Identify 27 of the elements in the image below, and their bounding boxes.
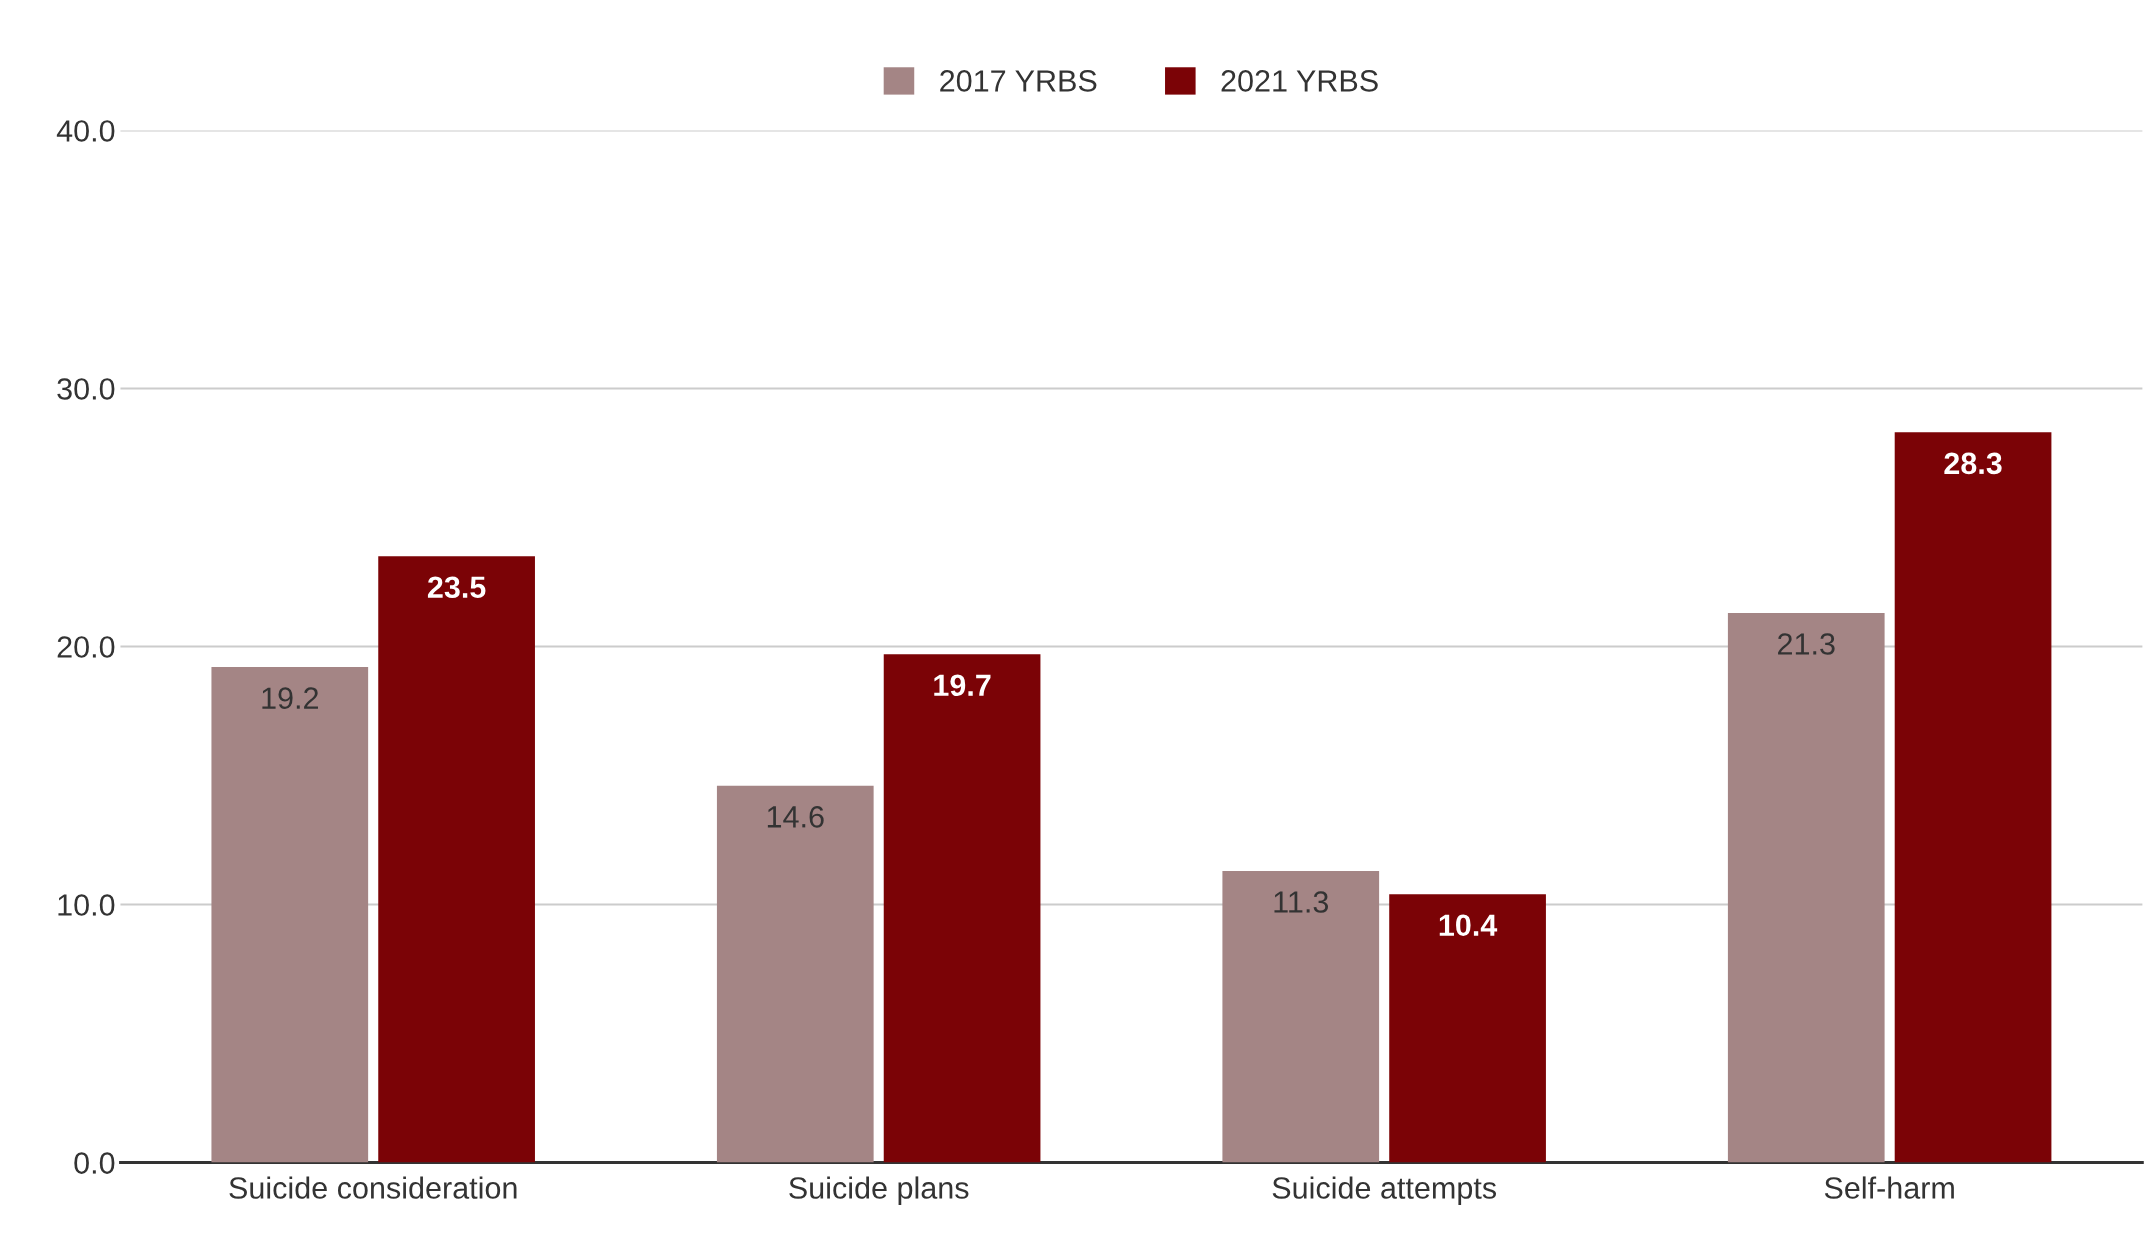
y-tick-label: 10.0: [58, 894, 115, 916]
x-tick-label: Suicide attempts: [1272, 1176, 1497, 1205]
x-tick-label: Suicide plans: [789, 1176, 969, 1205]
data-label: 14.6: [767, 806, 824, 828]
y-tick-label: 20.0: [57, 636, 115, 658]
x-tick-label: Suicide consideration: [229, 1176, 517, 1199]
bar: [1389, 894, 1546, 1163]
bar: [1727, 612, 1885, 1163]
bar: [716, 785, 874, 1163]
x-tick-label: Self-harm: [1824, 1176, 1954, 1199]
y-tick-label: 40.0: [56, 120, 115, 142]
bar: [1222, 870, 1380, 1163]
data-label: 21.3: [1778, 633, 1835, 655]
data-label: 23.5: [427, 576, 486, 599]
y-tick-label: 30.0: [57, 378, 115, 400]
bar: [378, 556, 535, 1163]
legend-label: 2017 YRBS: [940, 70, 1097, 92]
data-label: 28.3: [1944, 452, 2002, 475]
bar: [883, 654, 1041, 1163]
bar: [211, 667, 369, 1163]
bar: [1894, 432, 2052, 1163]
data-label: 11.3: [1274, 891, 1329, 913]
data-label: 19.7: [934, 674, 991, 697]
data-label: 10.4: [1439, 914, 1498, 937]
legend-label: 2021 YRBS: [1221, 70, 1378, 92]
data-label: 19.2: [262, 687, 318, 709]
y-tick-label: 0.0: [74, 1152, 115, 1174]
